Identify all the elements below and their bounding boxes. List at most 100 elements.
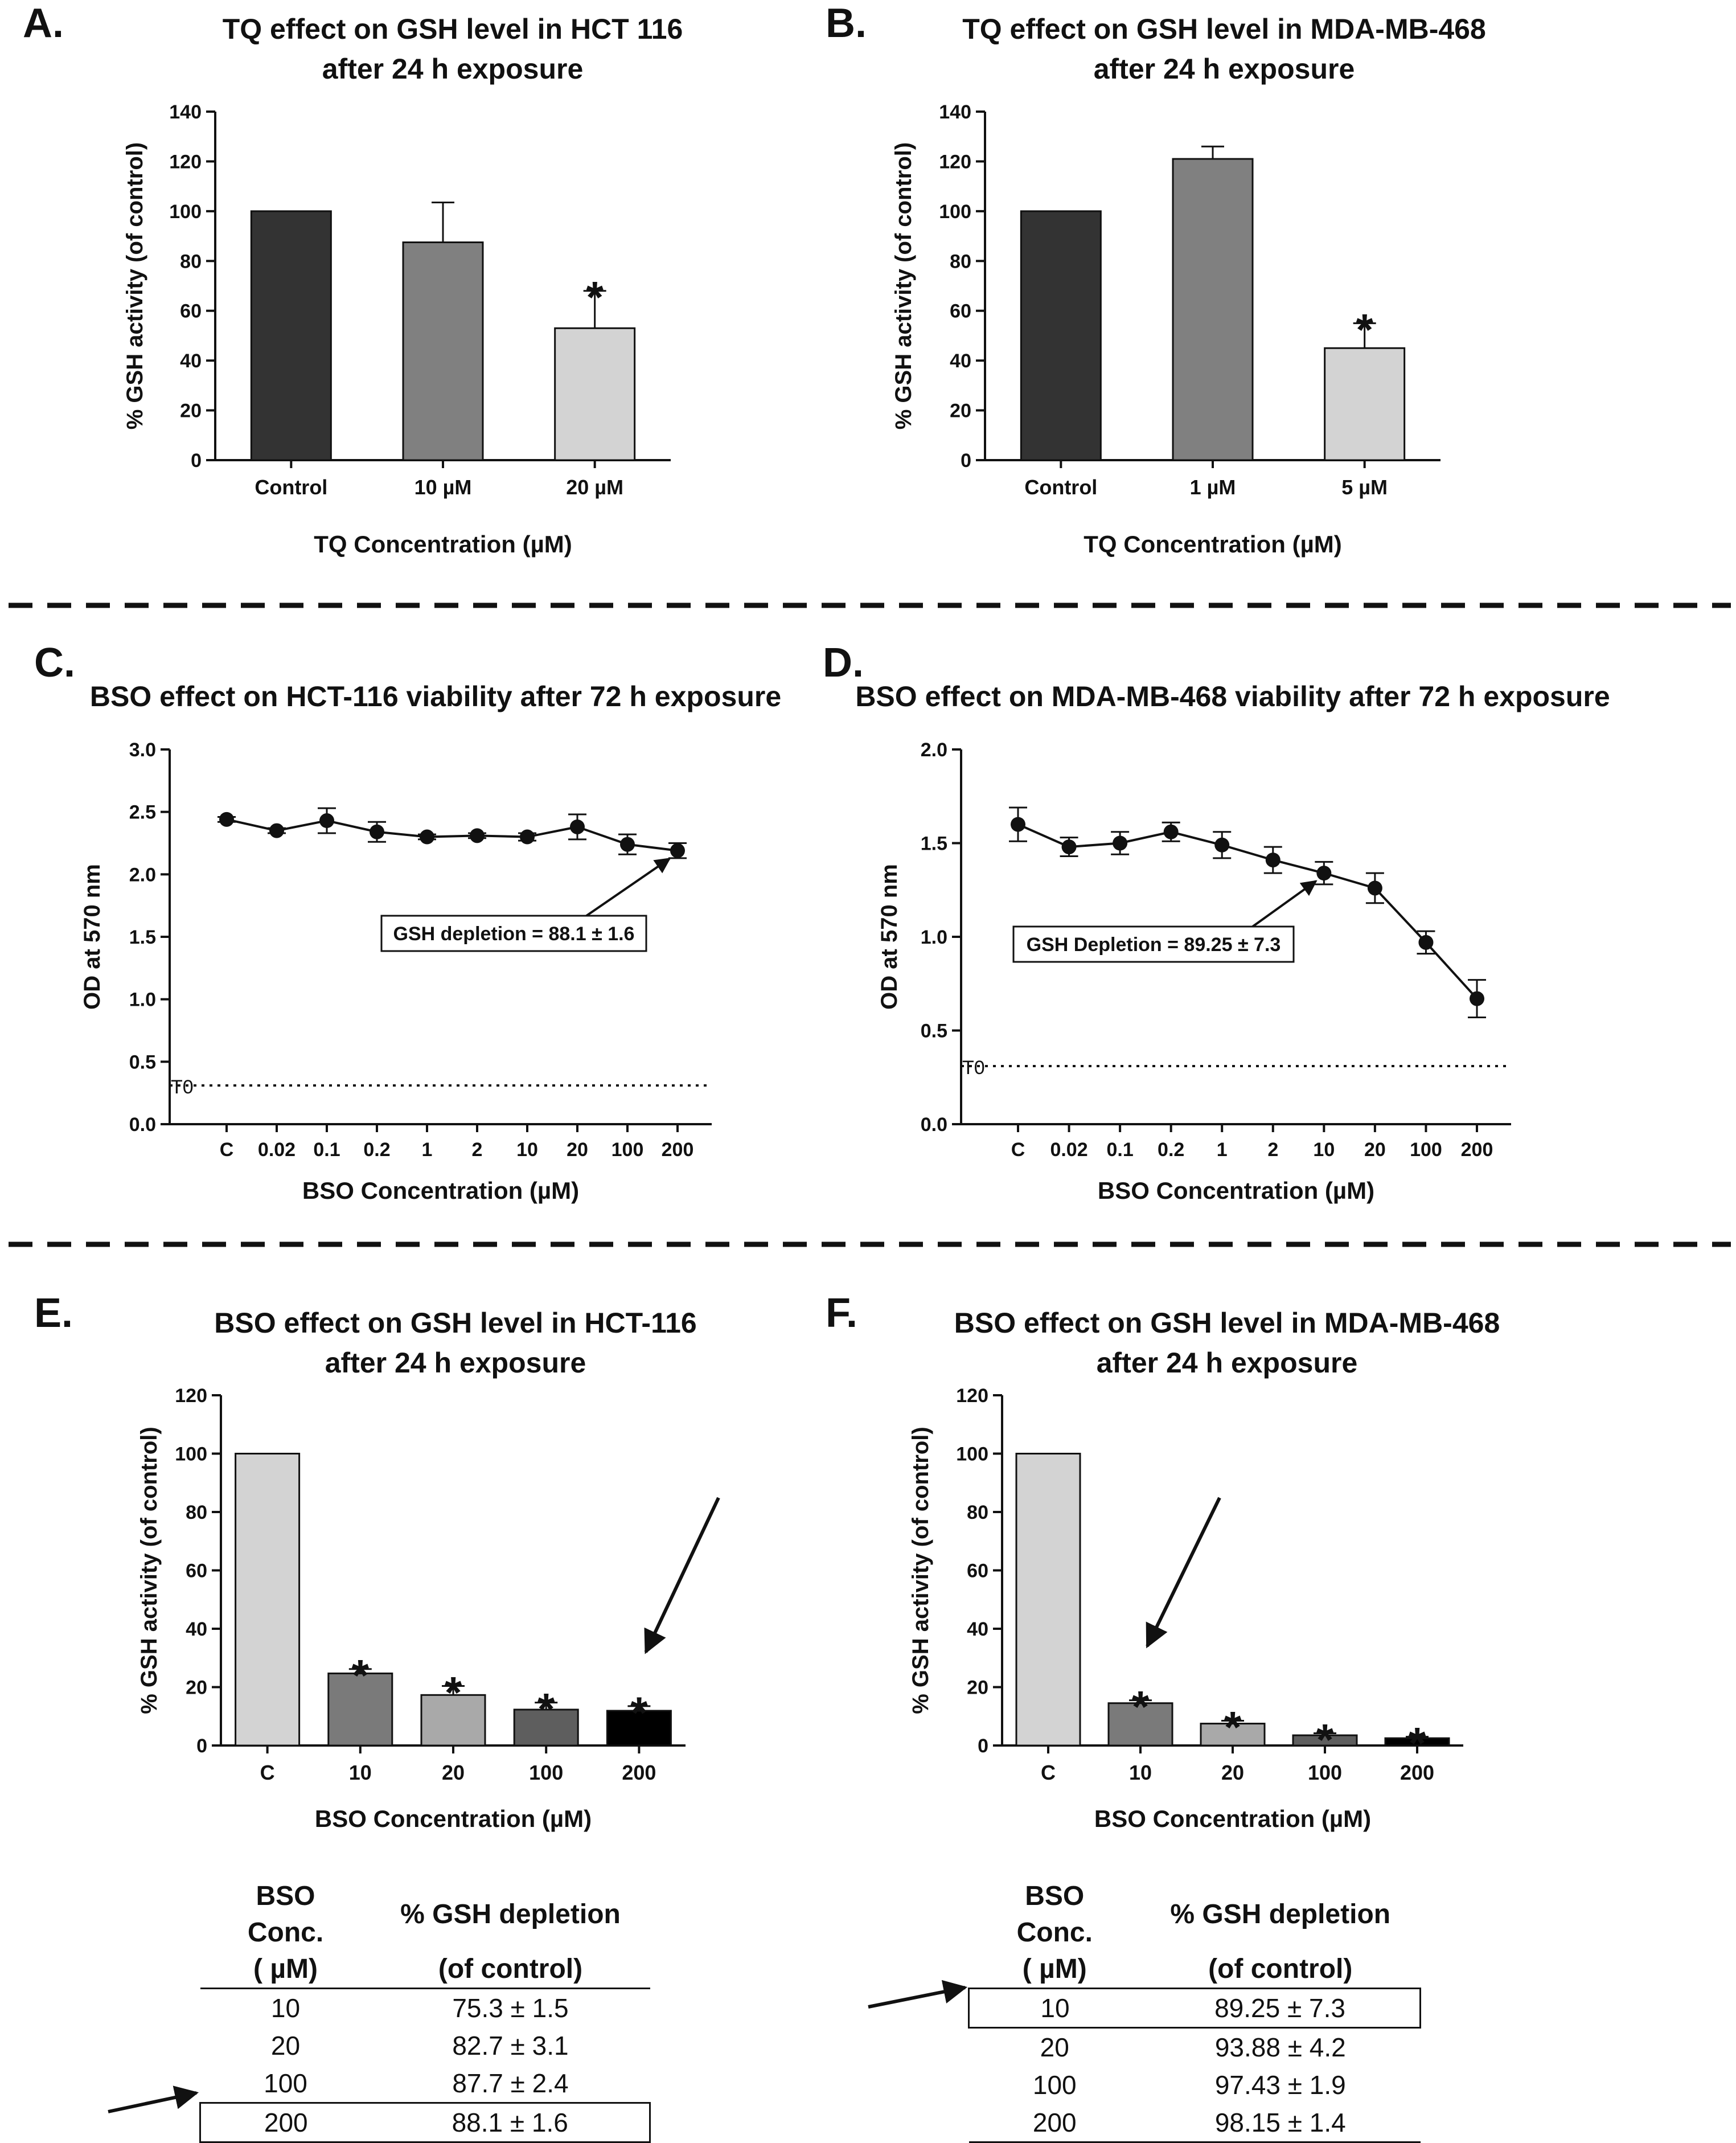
y-tick-label: 120: [175, 1385, 207, 1407]
y-tick-label: 2.0: [129, 864, 156, 886]
chart-title: after 24 h exposure: [1097, 1347, 1358, 1379]
y-tick-label: 100: [939, 201, 971, 223]
bar: [235, 1453, 301, 1747]
table-cell: 10: [968, 1988, 1140, 2029]
y-tick-label: 0.0: [129, 1114, 156, 1136]
y-tick-label: 140: [939, 101, 971, 123]
y-tick-label: 1.0: [921, 927, 947, 948]
y-tick-label: 0: [196, 1735, 207, 1757]
x-tick-label: 100: [529, 1761, 563, 1784]
chart-title: after 24 h exposure: [1094, 53, 1355, 85]
chart-title: TQ effect on GSH level in MDA-MB-468: [962, 13, 1486, 45]
significance-star: *: [1224, 1702, 1242, 1752]
x-axis-label: BSO Concentration (µM): [1094, 1805, 1371, 1832]
significance-star: *: [1409, 1718, 1426, 1768]
table-row: 100 97.43 ± 1.9: [969, 2066, 1421, 2104]
y-tick-label: 40: [950, 350, 971, 372]
table-header-conc-unit: ( µM): [200, 1951, 371, 1989]
x-tick-label: 10: [1313, 1139, 1335, 1161]
y-tick-label: 1.0: [129, 989, 156, 1011]
y-tick-label: 120: [169, 151, 202, 173]
x-tick-label: 1 µM: [1190, 476, 1236, 499]
bar: [327, 1672, 393, 1747]
bar: [554, 327, 636, 461]
table-cell: 10: [270, 1993, 301, 2023]
data-point: [620, 837, 635, 852]
y-tick-label: 100: [169, 201, 202, 223]
table-header-conc: BSO Conc.: [1016, 1881, 1093, 1948]
significance-star: *: [1132, 1682, 1150, 1732]
x-tick-label: 0.2: [1158, 1139, 1184, 1161]
bar: [1015, 1453, 1081, 1747]
x-tick-label: 100: [1308, 1761, 1342, 1784]
significance-star: *: [586, 272, 604, 322]
y-tick-label: 40: [967, 1618, 988, 1640]
data-point: [420, 829, 434, 845]
x-tick-label: 1: [422, 1139, 433, 1161]
y-tick-label: 0.5: [129, 1051, 156, 1073]
x-tick-label: 2: [1267, 1139, 1278, 1161]
y-tick-label: 40: [180, 350, 202, 372]
bar: [1200, 1723, 1266, 1747]
data-point: [1367, 880, 1382, 896]
panel-label: F.: [826, 1290, 857, 1336]
y-tick-label: 120: [956, 1385, 988, 1407]
y-tick-label: 60: [180, 301, 202, 322]
y-axis-label: % GSH activity (of control): [908, 1427, 933, 1714]
table-row-highlighted: 10 89.25 ± 7.3: [968, 1988, 1421, 2029]
y-tick-label: 0.5: [921, 1021, 947, 1042]
reference-line-label: T0: [962, 1057, 985, 1079]
x-tick-label: 0.1: [313, 1139, 340, 1161]
table-row: 100 87.7 ± 2.4: [200, 2064, 650, 2103]
table-header-depletion-unit: (of control): [1140, 1951, 1421, 1989]
table-cell: 88.1 ± 1.6: [371, 2102, 651, 2143]
y-axis-label: % GSH activity (of control): [137, 1427, 162, 1714]
data-point: [1163, 824, 1179, 839]
panel-label: A.: [23, 1, 64, 46]
y-tick-label: 0: [961, 450, 971, 472]
y-tick-label: 80: [950, 251, 971, 272]
annotation-arrow: [1146, 1497, 1221, 1649]
table-cell: 100: [1032, 2070, 1077, 2100]
depletion-table-hct116: BSO Conc. % GSH depletion ( µM) (of cont…: [199, 1878, 651, 2143]
y-tick-label: 3.0: [129, 739, 156, 761]
table-row: 200 98.15 ± 1.4: [968, 2104, 1421, 2143]
data-point: [1214, 837, 1230, 853]
x-tick-label: Control: [1024, 476, 1097, 499]
chart-title: BSO effect on GSH level in MDA-MB-468: [954, 1307, 1500, 1339]
table-header-depletion-unit: (of control): [371, 1951, 650, 1989]
table-cell: 87.7 ± 2.4: [452, 2068, 569, 2098]
depletion-table-mdamb468: BSO Conc. % GSH depletion ( µM) (of cont…: [968, 1878, 1421, 2143]
bar: [402, 241, 484, 461]
y-tick-label: 0: [191, 450, 202, 472]
x-tick-label: 100: [612, 1139, 644, 1161]
y-tick-label: 0: [978, 1735, 988, 1757]
annotation-box: [380, 915, 647, 952]
y-tick-label: 80: [186, 1502, 207, 1523]
x-tick-label: 10 µM: [414, 476, 472, 499]
data-point: [470, 828, 485, 843]
table-cell: 100: [264, 2068, 307, 2098]
table-header-depletion: % GSH depletion: [1170, 1899, 1391, 1929]
x-tick-label: 5 µM: [1341, 476, 1388, 499]
y-tick-label: 1.5: [129, 927, 156, 948]
table-row: 20 82.7 ± 3.1: [200, 2027, 650, 2064]
x-tick-label: 20 µM: [566, 476, 623, 499]
data-point: [1265, 853, 1281, 868]
data-point: [1061, 839, 1077, 855]
y-axis-label: OD at 570 nm: [80, 864, 105, 1010]
x-tick-label: 200: [1461, 1139, 1493, 1161]
y-tick-label: 2.5: [129, 802, 156, 823]
x-tick-label: 10: [1129, 1761, 1152, 1784]
x-tick-label: Control: [255, 476, 327, 499]
series-line: [226, 818, 678, 852]
significance-star: *: [445, 1667, 462, 1717]
y-axis-label: % GSH activity (of control): [122, 142, 147, 430]
y-tick-label: 80: [180, 251, 202, 272]
bar: [420, 1694, 486, 1747]
annotation-arrow: [1251, 880, 1318, 928]
data-point: [1470, 991, 1484, 1006]
significance-star: *: [1356, 305, 1373, 355]
y-tick-label: 40: [186, 1618, 207, 1640]
